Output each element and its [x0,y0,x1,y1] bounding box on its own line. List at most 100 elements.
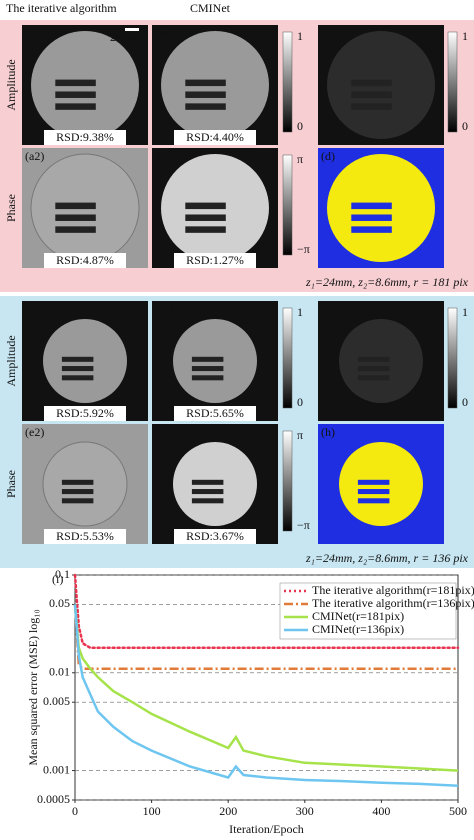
colorbar [282,154,293,256]
target-bar [191,498,224,504]
target-bar [61,356,94,362]
panel-label: (b2) [155,149,175,163]
rsd-box [44,406,126,421]
column-header: The iterative algorithm [6,1,117,15]
y-tick-label: 0.1 [55,567,70,581]
panel-label: (g) [321,302,335,316]
target-bar [357,375,390,381]
rsd-label: RSD:5.53% [56,529,114,543]
target-bar [191,356,224,362]
column-header: CMINet [190,1,231,15]
rsd-box [44,130,126,145]
rsd-label: RSD:5.92% [56,406,114,420]
colorbar-tick: 1 [462,29,468,43]
colorbar-tick: 0 [462,119,468,133]
panel-label: (h) [321,425,335,439]
x-axis-title: Iteration/Epoch [229,822,304,836]
rsd-box [174,253,256,268]
target-bar [351,79,392,87]
colorbar [282,430,293,532]
panel-label: (c) [321,26,334,40]
target-bar [61,375,94,381]
panel-label: (i) [52,572,63,586]
target-bar [191,479,224,485]
row-label: Amplitude [4,59,18,110]
target-bar [185,214,226,221]
rsd-label: RSD:4.40% [186,130,244,144]
target-bar [191,375,224,381]
target-bar [357,366,390,372]
colorbar-tick: 0 [462,395,468,409]
colorbar [447,307,458,409]
target-bar [55,79,96,87]
legend-label: CMINet(r=181pix) [312,609,404,623]
x-tick-label: 500 [449,804,467,818]
x-tick-label: 300 [296,804,314,818]
colorbar-tick: −π [297,242,310,256]
target-bar [185,103,226,110]
y-axis-title: Mean squared error (MSE) log₁₀ [26,609,40,765]
target-bar [351,91,392,98]
row-label: Amplitude [4,335,18,386]
target-bar [61,366,94,372]
y-tick-label: 0.001 [43,762,70,776]
target-bar [185,202,226,210]
panel-label: (f1) [155,302,173,316]
target-bar [357,498,390,504]
series-line [73,604,459,787]
target-bar [55,226,96,233]
panel-label: (e2) [25,425,44,439]
colorbar-tick: −π [297,518,310,532]
colorbar [447,31,458,133]
legend-label: CMINet(r=136pix) [312,622,404,636]
rsd-box [174,406,256,421]
scale-bar-label: 250μm [110,30,144,44]
panel-label: (f2) [155,425,173,439]
panel-label: (a1) [25,26,44,40]
rsd-label: RSD:1.27% [186,253,244,267]
rsd-label: RSD:3.67% [186,529,244,543]
colorbar [282,31,293,133]
target-bar [55,91,96,98]
x-tick-label: 400 [372,804,390,818]
y-tick-label: 0.0005 [37,792,70,806]
y-tick-label: 0.005 [43,694,70,708]
colorbar-tick: 1 [297,305,303,319]
rsd-label: RSD:4.87% [56,253,114,267]
panel-label: (e1) [25,302,44,316]
scale-bar [125,28,139,31]
target-bar [351,226,392,233]
series-line [73,573,460,650]
target-bar [55,103,96,110]
y-tick-label: 0.05 [49,596,70,610]
colorbar-tick: 1 [297,29,303,43]
colorbar-tick: 1 [462,305,468,319]
row-label: Phase [4,470,18,498]
rsd-label: RSD:5.65% [186,406,244,420]
x-tick-label: 100 [143,804,161,818]
target-bar [357,356,390,362]
target-bar [191,489,224,495]
legend-label: The iterative algorithm(r=181pix) [312,583,474,597]
rsd-box [174,529,256,544]
target-bar [185,226,226,233]
target-bar [61,479,94,485]
caption: z₁=24mm, z₂=8.6mm, r = 136 pix [305,551,469,565]
target-bar [351,214,392,221]
target-bar [55,214,96,221]
colorbar [282,307,293,409]
colorbar-tick: π [297,152,303,166]
series-line [73,604,459,772]
rsd-label: RSD:9.38% [56,130,114,144]
rsd-box [44,529,126,544]
panel-label: (a2) [25,149,44,163]
target-bar [61,489,94,495]
colorbar-tick: 0 [297,119,303,133]
target-bar [357,489,390,495]
legend-box [279,582,457,640]
legend-label: The iterative algorithm(r=136pix) [312,596,474,610]
colorbar-tick: 0 [297,395,303,409]
target-bar [55,202,96,210]
target-bar [351,202,392,210]
